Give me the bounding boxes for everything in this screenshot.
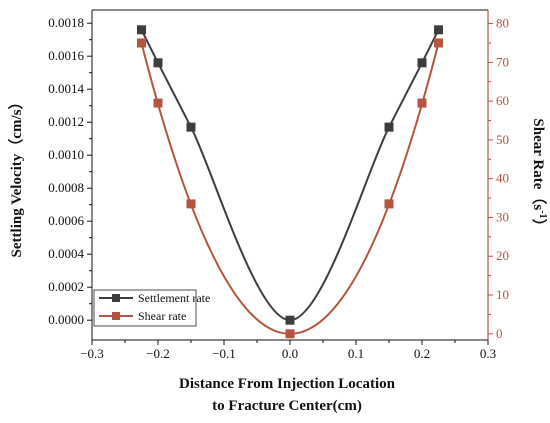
y-right-tick-label: 30 (496, 209, 509, 224)
y-right-axis-title: Shear Rate（s-1） (530, 118, 548, 233)
data-point-settlement (384, 122, 394, 132)
x-tick-label: 0.1 (348, 346, 364, 361)
data-point-shear (434, 38, 443, 48)
data-point-settlement (137, 25, 146, 35)
y-left-tick-label: 0.0002 (48, 279, 84, 294)
data-point-shear (137, 38, 146, 48)
data-point-shear (384, 199, 394, 209)
y-right-axis-title-sup: -1 (537, 210, 548, 218)
legend-label-shear: Shear rate (138, 309, 186, 323)
legend-label-settlement: Settlement rate (138, 291, 210, 305)
x-tick-label: 0.3 (480, 346, 496, 361)
y-right-tick-label: 10 (496, 287, 509, 302)
y-right-tick-label: 40 (496, 171, 509, 186)
x-tick-label: −0.1 (212, 346, 236, 361)
x-axis-ticks: −0.3 −0.2 −0.1 0.0 0.1 0.2 0.3 (80, 340, 496, 361)
data-point-shear (153, 98, 163, 108)
data-point-settlement (434, 25, 443, 35)
x-tick-label: 0.0 (282, 346, 298, 361)
x-axis-title-line2: to Fracture Center(cm) (212, 398, 362, 414)
y-right-axis-ticks: 0 10 20 30 40 50 60 70 80 (488, 16, 509, 341)
data-point-shear (417, 98, 427, 108)
data-point-settlement (285, 315, 295, 325)
y-right-tick-label: 0 (496, 326, 503, 341)
legend: Settlement rate Shear rate (93, 289, 210, 327)
legend-swatch-shear-marker (112, 312, 120, 320)
series-layer (137, 25, 443, 339)
data-point-settlement (417, 58, 427, 68)
data-point-settlement (186, 122, 196, 132)
series-line-settlement (140, 29, 440, 322)
y-left-tick-label: 0.0018 (48, 15, 84, 30)
x-tick-label: −0.3 (80, 346, 104, 361)
y-right-tick-label: 20 (496, 248, 509, 263)
y-left-tick-label: 0.0000 (48, 312, 84, 327)
y-left-tick-label: 0.0016 (48, 48, 84, 63)
y-left-axis-ticks: 0.0000 0.0002 0.0004 0.0006 0.0008 0.0010 0.00… (48, 15, 92, 327)
x-axis-title-line1: Distance From Injection Location (179, 376, 396, 392)
data-point-settlement (153, 58, 163, 68)
data-point-shear (285, 329, 295, 339)
y-left-tick-label: 0.0012 (48, 114, 84, 129)
legend-box (93, 289, 197, 327)
y-right-axis-title-main: Shear Rate（s (530, 118, 548, 210)
y-right-tick-label: 80 (496, 16, 509, 31)
y-right-tick-label: 60 (496, 93, 509, 108)
y-left-tick-label: 0.0010 (48, 147, 84, 162)
y-left-tick-label: 0.0004 (48, 246, 84, 261)
y-left-tick-label: 0.0014 (48, 81, 84, 96)
x-tick-label: 0.2 (414, 346, 430, 361)
y-right-axis-title-close: ） (530, 219, 548, 234)
y-left-axis-title: Settling Velocity（cm/s） (7, 95, 25, 258)
y-left-tick-label: 0.0008 (48, 180, 84, 195)
y-left-tick-label: 0.0006 (48, 213, 84, 228)
x-tick-label: −0.2 (146, 346, 170, 361)
data-point-shear (186, 199, 196, 209)
y-right-tick-label: 70 (496, 54, 509, 69)
y-right-tick-label: 50 (496, 132, 509, 147)
legend-swatch-settlement-marker (112, 294, 120, 302)
